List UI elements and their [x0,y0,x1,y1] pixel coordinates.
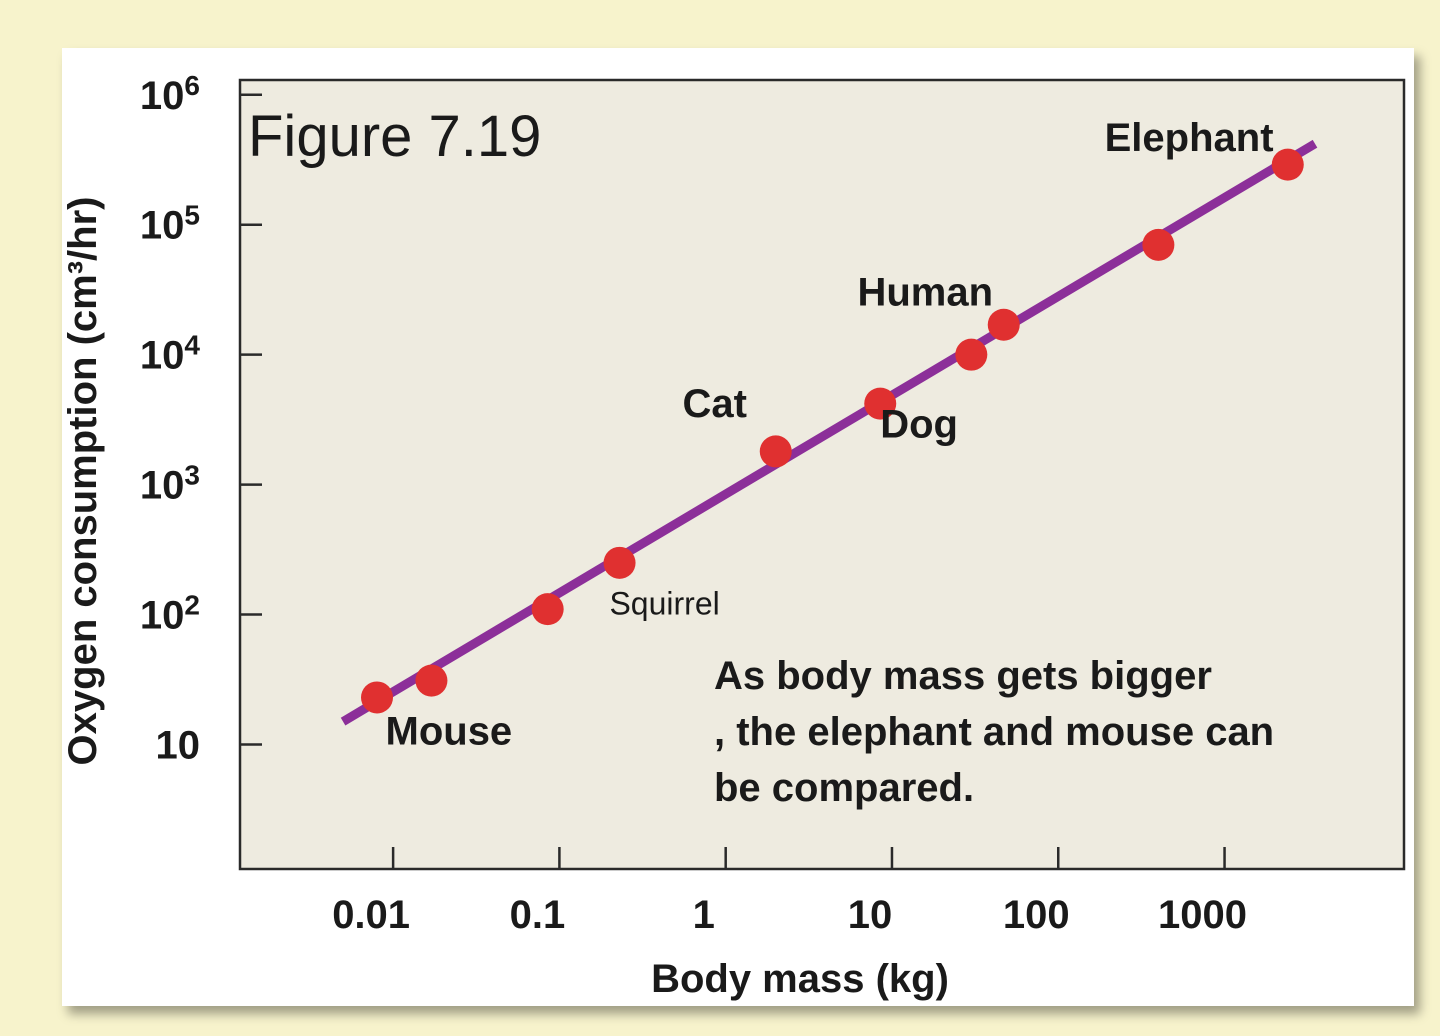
y-axis-title: Oxygen consumption (cm³/hr) [62,197,105,766]
point-label: Human [857,270,993,314]
data-point [415,664,448,697]
data-point [361,681,394,714]
x-tick-label: 1000 [1158,893,1247,937]
x-axis-title: Body mass (kg) [651,957,949,1001]
annotation-line: , the elephant and mouse can [714,710,1274,754]
y-tick-label: 104 [140,330,201,378]
data-point [603,546,636,579]
y-tick-label: 103 [140,460,200,508]
chart: 0.01 0.1 1 10 100 1000 10 102 103 104 105 106 Body m… [62,70,1406,1001]
data-point [1142,228,1175,261]
chart-title: Figure 7.19 [248,104,541,169]
x-tick-label: 100 [1003,893,1070,937]
y-tick-label: 10 [156,723,201,767]
x-tick-label: 10 [848,893,893,937]
data-point [864,387,897,420]
y-tick-label: 105 [140,200,200,248]
data-point [987,308,1020,341]
figure-card: 0.01 0.1 1 10 100 1000 10 102 103 104 105 106 Body m… [62,48,1414,1006]
point-label: Cat [683,382,747,426]
x-tick-label: 0.01 [332,893,410,937]
plot-area [238,78,1406,871]
annotation-line: As body mass gets bigger [714,654,1212,698]
data-point [1271,148,1304,181]
point-label: Mouse [386,709,513,753]
y-tick-label: 106 [140,70,200,118]
point-label: Elephant [1105,116,1274,160]
point-label: Dog [880,403,958,447]
data-point [531,593,564,626]
y-tick-label: 102 [140,590,200,638]
annotation-line: be compared. [714,766,974,810]
data-point [759,435,792,468]
x-tick-label: 0.1 [510,893,566,937]
x-tick-label: 1 [693,893,715,937]
data-point [955,338,988,371]
point-label: Squirrel [609,586,719,622]
